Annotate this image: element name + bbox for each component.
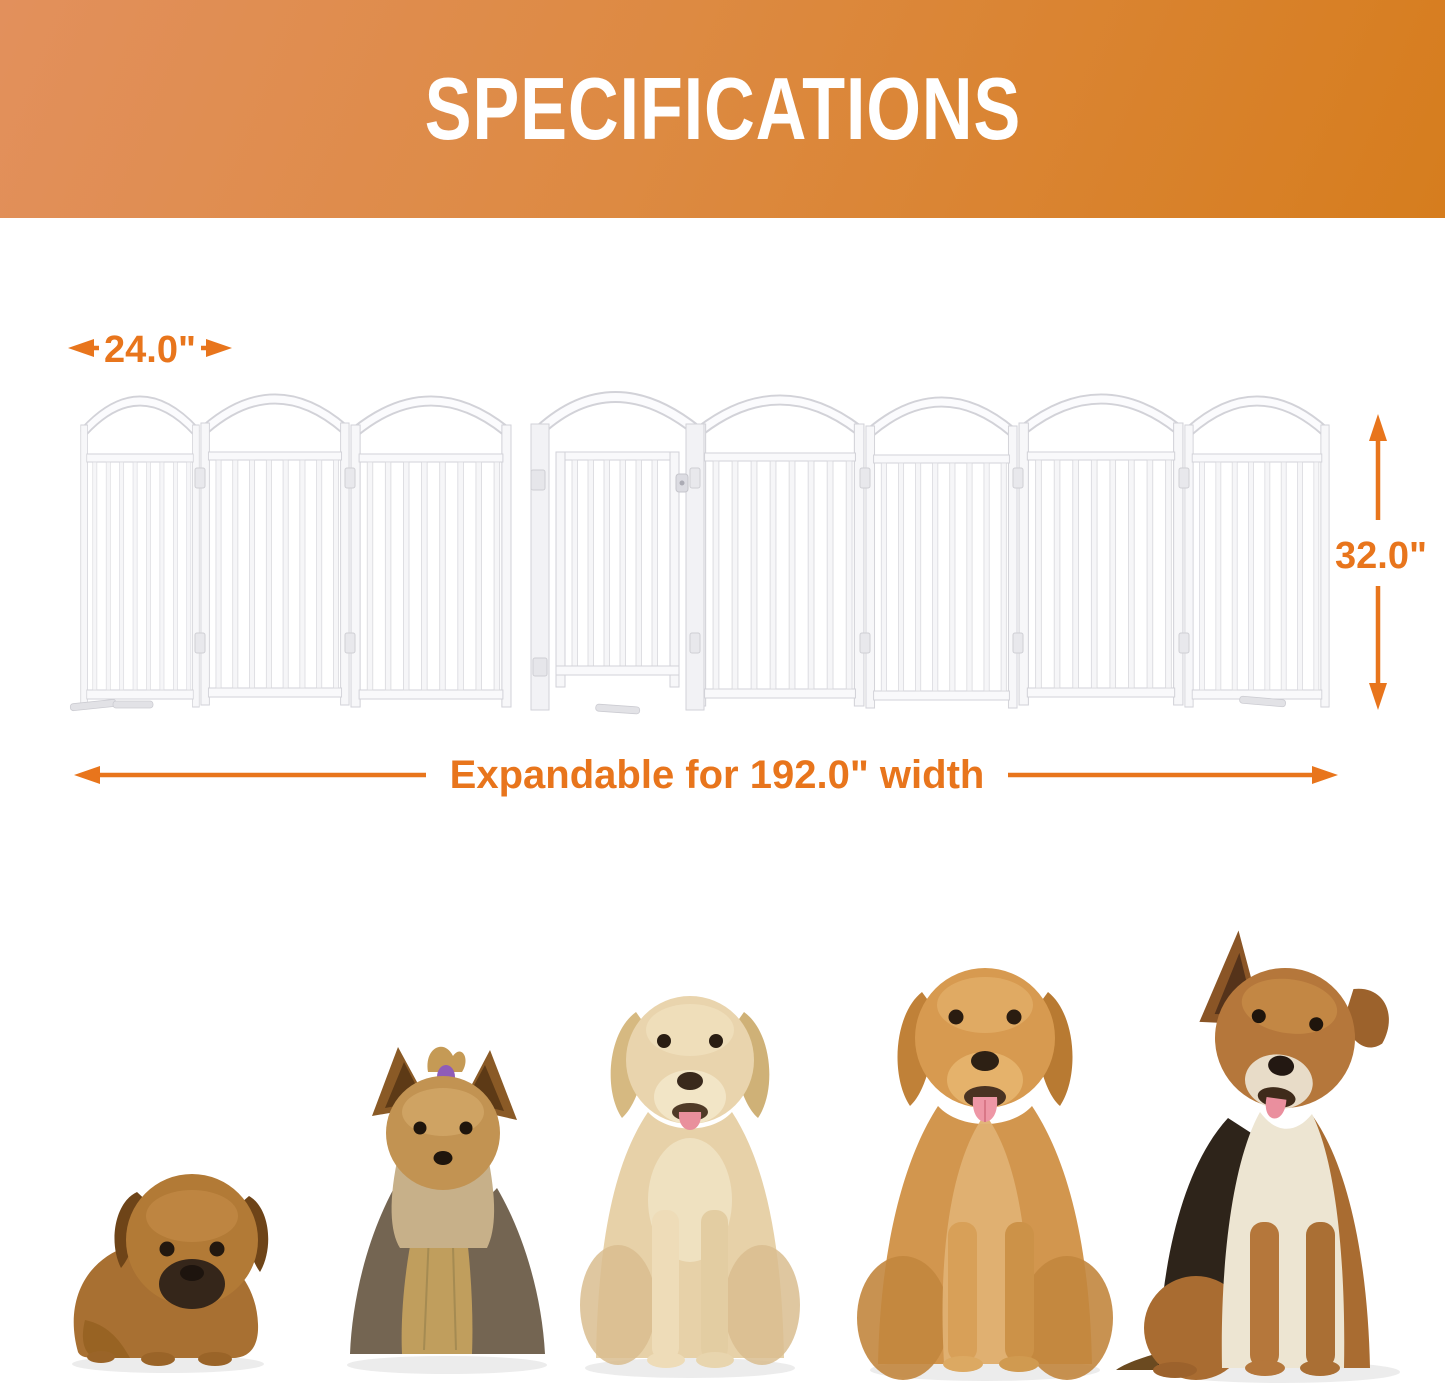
yorkshire-terrier-photo [347, 1046, 547, 1374]
pet-gate-illustration: 24.0" [68, 329, 1427, 797]
gate-panel-7 [1019, 399, 1183, 705]
german-shepherd-mix-photo [1116, 930, 1400, 1383]
gate-spec-diagram: 24.0" [0, 218, 1445, 800]
gate-panel-5 [696, 400, 864, 706]
gate-panel-2 [201, 399, 349, 705]
panel-hinges [194, 467, 1190, 654]
panel-width-dimension: 24.0" [68, 329, 232, 371]
pekingese-puppy-photo [72, 1174, 269, 1373]
left-arrowhead-icon [74, 766, 100, 784]
support-feet [69, 695, 1286, 715]
gate-panels [69, 391, 1329, 715]
gate-panel-4-walkthrough-door [530, 391, 705, 711]
door-hinge [530, 469, 546, 491]
page-title: SPECIFICATIONS [424, 59, 1021, 158]
expandable-width-dimension: Expandable for 192.0" width [74, 753, 1338, 797]
panel-width-dimension-label: 24.0" [104, 329, 196, 371]
labrador-retriever-puppy-photo [580, 996, 800, 1378]
left-arrowhead-icon [68, 339, 94, 357]
door-hinge [532, 657, 548, 677]
dog-size-comparison-illustration [72, 930, 1400, 1383]
gate-panel-1 [81, 401, 200, 707]
gate-panel-8 [1185, 401, 1329, 707]
golden-retriever-photo [857, 968, 1113, 1381]
specifications-banner: SPECIFICATIONS [0, 0, 1445, 218]
right-arrowhead-icon [206, 339, 232, 357]
expandable-width-dimension-label: Expandable for 192.0" width [450, 753, 985, 797]
gate-panel-3 [351, 401, 511, 707]
height-dimension: 32.0" [1335, 414, 1427, 710]
down-arrowhead-icon [1369, 683, 1387, 710]
up-arrowhead-icon [1369, 414, 1387, 441]
gate-panel-6 [866, 402, 1017, 708]
right-arrowhead-icon [1312, 766, 1338, 784]
height-dimension-label: 32.0" [1335, 535, 1427, 577]
dog-size-comparison [0, 900, 1445, 1389]
